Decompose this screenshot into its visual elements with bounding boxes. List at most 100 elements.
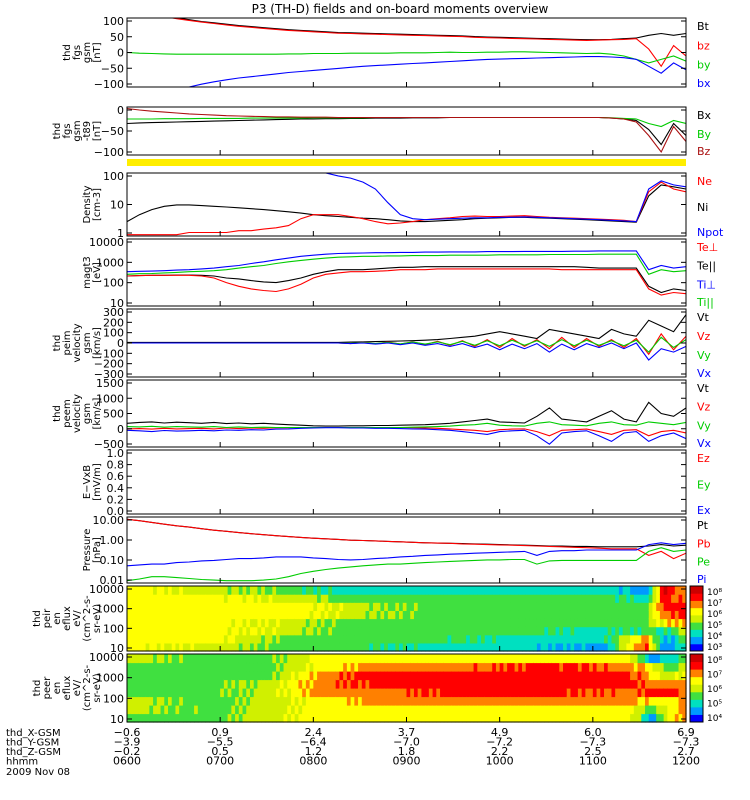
y-tick-label: 1 <box>117 227 124 240</box>
spectrogram-cell <box>454 610 460 620</box>
colorbar-segment <box>690 629 703 638</box>
spectrogram-cell <box>205 586 210 595</box>
spectrogram-cell <box>413 662 419 672</box>
spectrogram-cell <box>413 626 419 636</box>
spectrogram-cell <box>611 610 616 620</box>
spectrogram-cell <box>391 602 396 611</box>
spectrogram-cell <box>600 610 605 620</box>
spectrogram-cell <box>175 610 180 620</box>
spectrogram-cell <box>246 594 251 603</box>
spectrogram-cell <box>186 602 191 611</box>
spectrogram-cell <box>305 626 311 636</box>
spectrogram-cell <box>208 688 214 698</box>
spectrogram-cell <box>242 602 247 611</box>
spectrogram-cell <box>466 662 471 672</box>
spectrogram-cell <box>380 594 385 603</box>
spectrogram-cell <box>481 610 486 620</box>
spectrogram-cell <box>175 642 180 652</box>
spectrogram-cell <box>529 642 534 652</box>
spectrogram-cell <box>600 713 605 723</box>
panel-5-ylabel-line: gsm <box>82 403 93 424</box>
spectrogram-cell <box>410 696 415 706</box>
spectrogram-cell <box>645 688 650 698</box>
spectrogram-cell <box>387 713 393 723</box>
spectrogram-cell <box>294 679 300 689</box>
spectrogram-cell <box>477 618 482 628</box>
spectrogram-cell <box>387 662 393 672</box>
spectrogram-cell <box>186 671 191 681</box>
spectrogram-cell <box>540 654 545 664</box>
spectrogram-cell <box>231 671 236 681</box>
spectrogram-cell <box>242 654 247 664</box>
spectrogram-cell <box>484 618 490 628</box>
spectrogram-cell <box>633 594 639 603</box>
spectrogram-cell <box>216 626 221 636</box>
spectrogram-cell <box>343 594 348 603</box>
spectrogram-cell <box>153 618 158 628</box>
spectrogram-cell <box>153 602 158 611</box>
spectrogram-cell <box>369 705 374 715</box>
spectrogram-cell <box>548 602 553 611</box>
spectrogram-cell <box>380 634 385 644</box>
x-axis-value: 0.5 <box>211 745 229 758</box>
spectrogram-cell <box>264 696 270 706</box>
spectrogram-cell <box>287 705 292 715</box>
spectrogram-cell <box>335 610 341 620</box>
spectrogram-cell <box>212 662 218 672</box>
panel-8-ylabel-line: en <box>52 612 63 625</box>
spectrogram-cell <box>611 626 616 636</box>
spectrogram-cell <box>294 688 300 698</box>
spectrogram-cell <box>428 626 434 636</box>
spectrogram-cell <box>514 705 519 715</box>
spectrogram-cell <box>276 713 281 723</box>
spectrogram-cell <box>302 626 307 636</box>
spectrogram-cell <box>510 696 516 706</box>
spectrogram-cell <box>674 626 680 636</box>
spectrogram-cell <box>365 679 370 689</box>
spectrogram-cell <box>589 654 594 664</box>
spectrogram-cell <box>238 696 244 706</box>
spectrogram-cell <box>358 705 363 715</box>
spectrogram-cell <box>205 602 210 611</box>
spectrogram-cell <box>223 654 229 664</box>
spectrogram-cell <box>674 602 680 611</box>
spectrogram-cell <box>618 642 624 652</box>
spectrogram-cell <box>589 618 594 628</box>
spectrogram-cell <box>443 662 449 672</box>
spectrogram-cell <box>492 696 497 706</box>
spectrogram-cell <box>466 602 471 611</box>
spectrogram-cell <box>667 671 672 681</box>
spectrogram-cell <box>574 662 579 672</box>
spectrogram-cell <box>618 586 624 595</box>
spectrogram-cell <box>514 626 519 636</box>
spectrogram-cell <box>514 618 519 628</box>
spectrogram-cell <box>149 696 154 706</box>
spectrogram-cell <box>175 696 180 706</box>
spectrogram-cell <box>481 642 486 652</box>
spectrogram-cell <box>551 688 557 698</box>
spectrogram-cell <box>320 713 326 723</box>
spectrogram-cell <box>518 713 523 723</box>
spectrogram-cell <box>566 696 572 706</box>
spectrogram-cell <box>328 671 333 681</box>
spectrogram-cell <box>287 602 292 611</box>
spectrogram-cell <box>551 662 557 672</box>
spectrogram-cell <box>335 642 341 652</box>
spectrogram-cell <box>160 696 165 706</box>
spectrogram-cell <box>346 610 352 620</box>
spectrogram-cell <box>525 634 531 644</box>
spectrogram-cell <box>432 671 437 681</box>
spectrogram-cell <box>551 594 557 603</box>
spectrogram-cell <box>637 594 642 603</box>
spectrogram-cell <box>633 713 639 723</box>
spectrogram-cell <box>190 618 195 628</box>
y-tick-label: 500 <box>103 408 124 421</box>
spectrogram-cell <box>413 696 419 706</box>
spectrogram-cell <box>548 642 553 652</box>
spectrogram-cell <box>555 642 560 652</box>
spectrogram-cell <box>633 586 639 595</box>
x-axis-value: 4.9 <box>491 726 509 739</box>
spectrogram-cell <box>645 634 650 644</box>
spectrogram-cell <box>287 679 292 689</box>
spectrogram-cell <box>279 618 285 628</box>
